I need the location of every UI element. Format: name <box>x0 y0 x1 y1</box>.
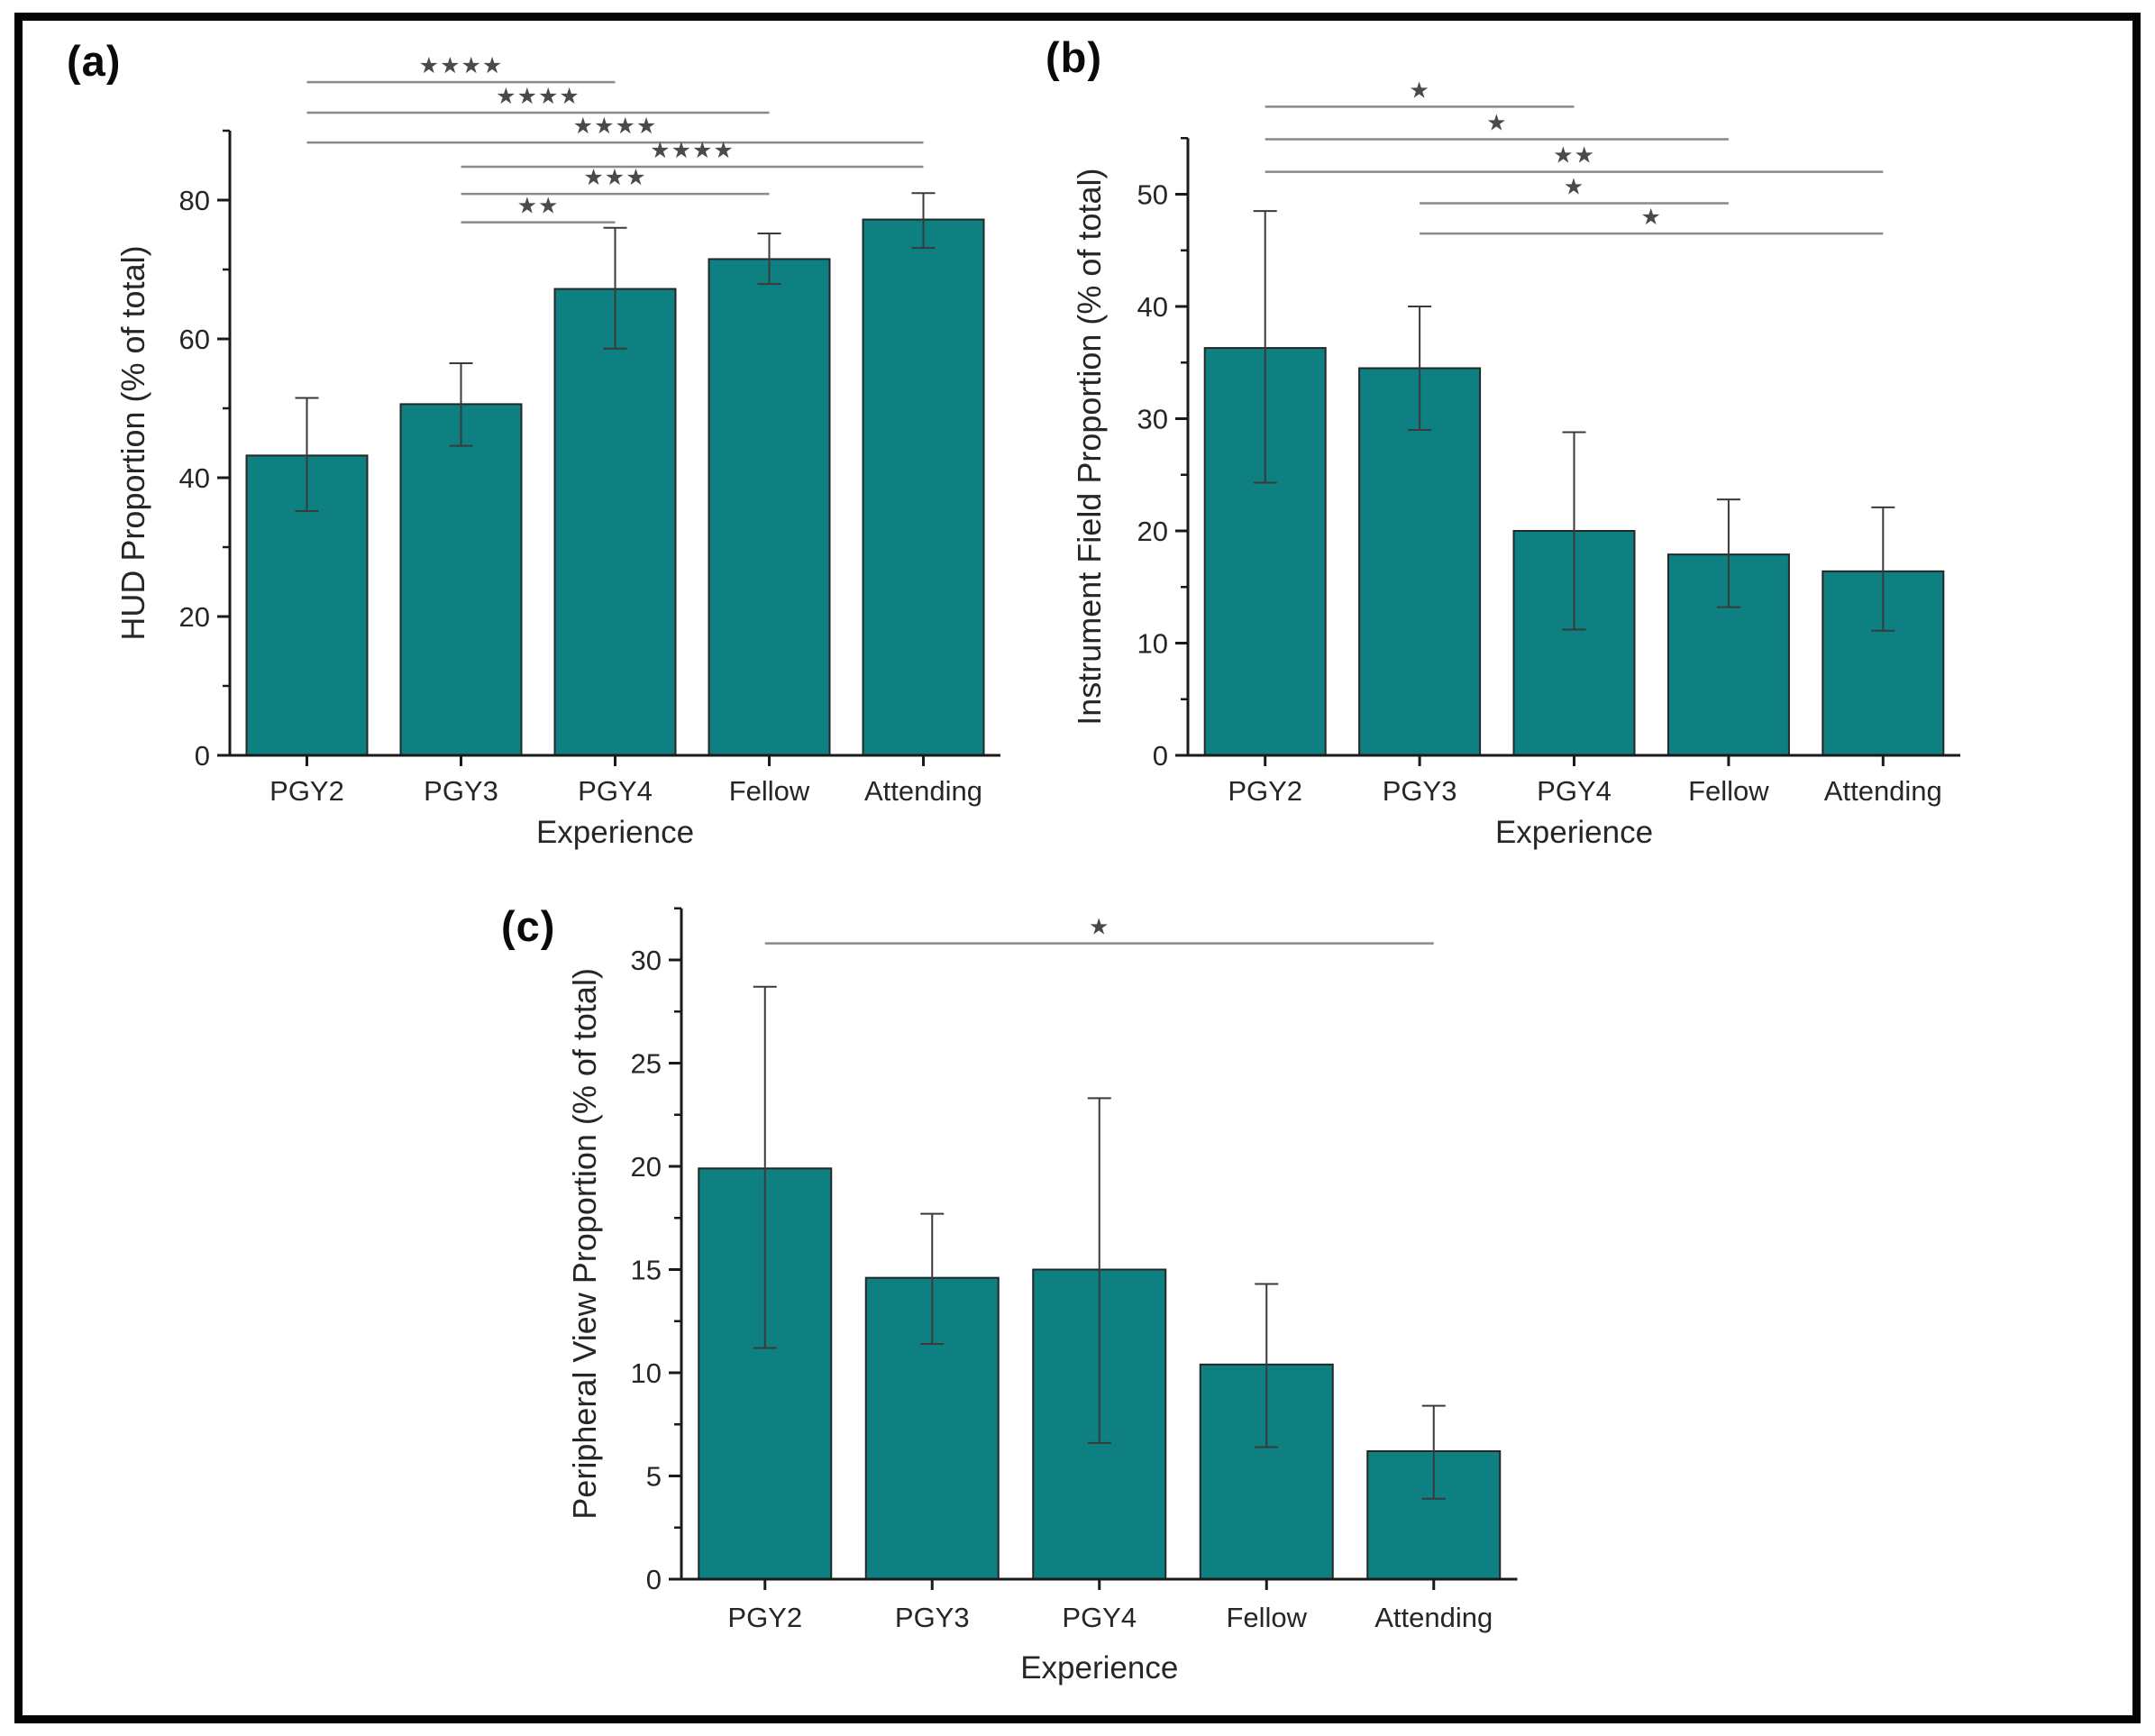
y-tick-label: 20 <box>1137 516 1168 547</box>
y-axis-title: Peripheral View Proportion (% of total) <box>566 968 603 1520</box>
chart-b-instrument-field-proportion: 0 10 20 30 40 50 PGY2 PGY3 PGY4 Fellow Attending Ex… <box>1071 78 1960 850</box>
bar-Fellow <box>708 258 831 756</box>
y-tick-label: 15 <box>631 1254 662 1285</box>
x-axis-title: Experience <box>536 815 694 850</box>
chart-a-hud-proportion: 0 20 40 60 80 PGY2 PGY3 PGY4 Fellow Attending Expe… <box>114 53 1000 850</box>
error-bar-PGY4 <box>1087 1097 1111 1444</box>
y-axis-title: HUD Proportion (% of total) <box>114 245 151 640</box>
sig-stars-PGY2-Attending: ★★★★ <box>573 114 658 139</box>
y-tick-label: 20 <box>631 1151 662 1183</box>
x-tick-label-Fellow: Fellow <box>1226 1602 1307 1633</box>
sig-stars-PGY2-PGY4: ★★★★ <box>419 53 504 78</box>
sig-stars-PGY2-PGY4: ★ <box>1409 78 1429 103</box>
sig-stars-PGY3-Attending: ★★★★ <box>650 138 735 163</box>
y-tick-label: 10 <box>1137 627 1168 659</box>
x-tick-label-PGY3: PGY3 <box>895 1602 970 1633</box>
error-bar-Attending <box>1871 506 1895 632</box>
x-tick-label-PGY2: PGY2 <box>1228 775 1302 807</box>
y-tick-label: 10 <box>631 1357 662 1389</box>
sig-stars-PGY2-Attending: ★ <box>1089 915 1109 940</box>
y-tick-label: 30 <box>631 945 662 976</box>
error-bar-Attending <box>911 192 936 250</box>
error-bar-Fellow <box>1255 1283 1279 1448</box>
panel-label-a: (a) <box>67 37 122 85</box>
x-axis-title: Experience <box>1020 1650 1178 1686</box>
panel-label-c: (c) <box>501 902 556 950</box>
y-tick-label: 80 <box>179 185 210 216</box>
sig-stars-PGY2-Fellow: ★ <box>1486 110 1507 135</box>
x-tick-label-Attending: Attending <box>864 775 982 807</box>
error-bar-PGY3 <box>1408 306 1432 431</box>
x-tick-label-Attending: Attending <box>1374 1602 1493 1633</box>
error-bar-PGY4 <box>603 226 627 350</box>
y-tick-label: 0 <box>646 1564 662 1595</box>
x-tick-label-PGY4: PGY4 <box>1537 775 1612 807</box>
error-bar-Attending <box>1421 1404 1446 1500</box>
x-tick-label-PGY4: PGY4 <box>1062 1602 1137 1633</box>
bar-PGY3 <box>399 403 523 756</box>
bar-PGY4 <box>553 288 677 756</box>
x-tick-label-Fellow: Fellow <box>729 775 810 807</box>
sig-stars-PGY2-Attending: ★★ <box>1553 143 1595 169</box>
chart-c-peripheral-view-proportion: 0 5 10 15 20 25 30 PGY2 PGY3 PGY4 Fellow Attending E… <box>566 907 1518 1686</box>
y-tick-label: 40 <box>1137 291 1168 323</box>
sig-stars-PGY3-Attending: ★ <box>1640 205 1661 230</box>
x-tick-label-PGY2: PGY2 <box>727 1602 802 1633</box>
error-bar-PGY2 <box>295 397 319 512</box>
x-axis-title: Experience <box>1495 815 1653 850</box>
sig-stars-PGY3-PGY4: ★★ <box>517 194 560 219</box>
x-tick-label-PGY2: PGY2 <box>269 775 344 807</box>
sig-stars-PGY3-Fellow: ★ <box>1564 174 1584 199</box>
y-tick-label: 50 <box>1137 178 1168 210</box>
y-tick-label: 30 <box>1137 403 1168 434</box>
panel-label-b: (b) <box>1046 33 1103 81</box>
x-tick-label-Fellow: Fellow <box>1688 775 1769 807</box>
x-tick-label-Attending: Attending <box>1824 775 1942 807</box>
error-bar-Fellow <box>757 232 781 286</box>
y-tick-label: 25 <box>631 1047 662 1079</box>
y-tick-label: 60 <box>179 324 210 355</box>
y-tick-label: 0 <box>1153 740 1168 772</box>
sig-stars-PGY2-Fellow: ★★★★ <box>496 84 580 109</box>
y-tick-label: 0 <box>195 740 210 772</box>
error-bar-PGY2 <box>1253 210 1277 484</box>
y-axis-title: Instrument Field Proportion (% of total) <box>1071 168 1108 725</box>
y-tick-label: 5 <box>646 1460 662 1492</box>
error-bar-PGY3 <box>920 1212 945 1345</box>
x-tick-label-PGY3: PGY3 <box>1383 775 1457 807</box>
sig-stars-PGY3-Fellow: ★★★ <box>583 165 646 190</box>
y-tick-label: 40 <box>179 462 210 494</box>
bar-PGY3 <box>1358 367 1482 756</box>
error-bar-PGY2 <box>753 985 777 1349</box>
y-tick-label: 20 <box>179 601 210 633</box>
x-tick-label-PGY3: PGY3 <box>424 775 498 807</box>
error-bar-PGY4 <box>1562 431 1586 631</box>
bar-Attending <box>862 218 985 756</box>
error-bar-Fellow <box>1716 498 1740 608</box>
error-bar-PGY3 <box>449 361 473 447</box>
x-tick-label-PGY4: PGY4 <box>578 775 653 807</box>
